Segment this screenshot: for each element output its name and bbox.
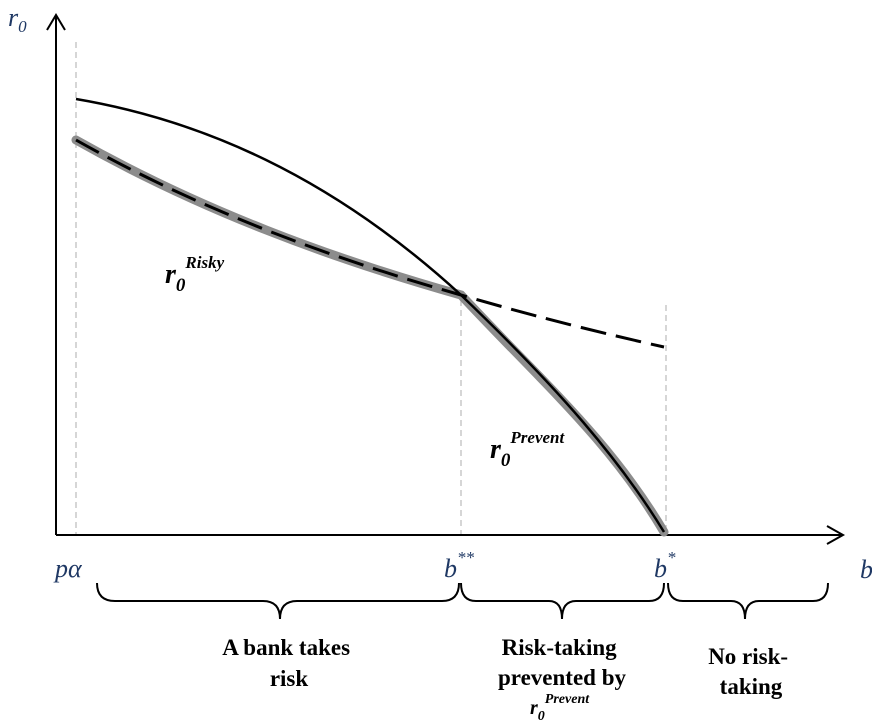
tick-label-b-double-star: b** (444, 548, 475, 583)
braces (96, 582, 829, 620)
risky-curve-label: r0Risky (165, 253, 225, 296)
region-label-prevented: Risk-taking prevented by (498, 635, 626, 690)
brace-no-risk (667, 582, 829, 620)
axes (46, 13, 846, 545)
tick-label-b-star: b* (654, 548, 676, 583)
prevent-curve-label: r0Prevent (490, 428, 565, 471)
risky-curve (75, 138, 665, 349)
guide-lines (75, 42, 667, 535)
x-axis-label: b (860, 555, 872, 584)
y-axis-arrowhead (46, 13, 66, 31)
region-label-prevented-symbol: r0Prevent (530, 692, 590, 724)
region-label-no-risk: No risk- taking (708, 644, 794, 699)
highlight-envelope (71, 135, 669, 537)
upper-curve (75, 97, 666, 533)
curves (71, 97, 669, 537)
x-axis-arrowhead (826, 525, 846, 545)
brace-takes-risk (96, 582, 460, 620)
y-axis-label: r0 (8, 3, 27, 36)
tick-label-p-alpha: pα (53, 554, 83, 583)
brace-prevented (460, 582, 665, 620)
region-label-takes-risk: A bank takes risk (222, 635, 356, 691)
